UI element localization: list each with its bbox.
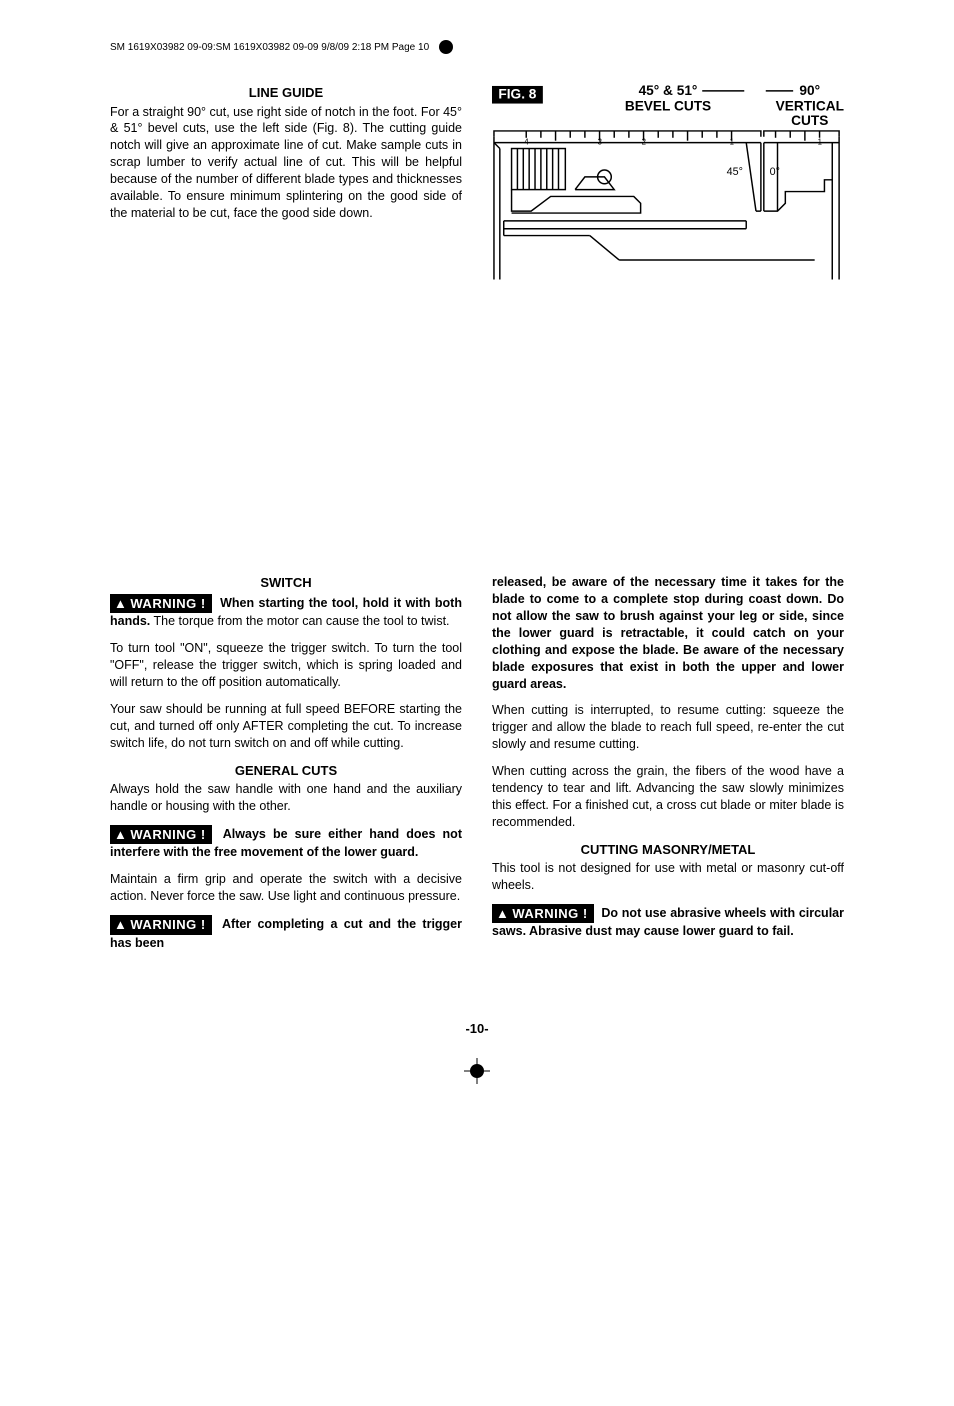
warning-badge-4: ▲WARNING ! — [492, 904, 594, 924]
tick3: 3 — [598, 138, 602, 147]
warning-badge: ▲WARNING ! — [110, 594, 212, 614]
right-p1: released, be aware of the necessary time… — [492, 574, 844, 692]
col-bottom-right: released, be aware of the necessary time… — [492, 574, 844, 961]
warning-label-2: WARNING — [130, 827, 196, 842]
vert-mid: VERTICAL — [776, 98, 844, 113]
line-guide-paragraph: For a straight 90° cut, use right side o… — [110, 104, 462, 222]
col-top-right: FIG. 8 45° & 51° BEVEL CUTS 90° VERTICAL… — [492, 84, 844, 294]
right-p2: When cutting is interrupted, to resume c… — [492, 702, 844, 753]
page-number: -10- — [110, 1021, 844, 1036]
warning-triangle-icon-2: ▲ — [114, 826, 127, 844]
masonry-heading: CUTTING MASONRY/METAL — [492, 841, 844, 859]
bevel-top: 45° & 51° — [639, 84, 698, 98]
header-meta: SM 1619X03982 09-09:SM 1619X03982 09-09 … — [110, 40, 844, 54]
warning-badge-2: ▲WARNING ! — [110, 825, 212, 845]
tick4: 4 — [524, 138, 529, 147]
general-heading: GENERAL CUTS — [110, 762, 462, 780]
warning-badge-3: ▲WARNING ! — [110, 915, 212, 935]
general-p7: ▲WARNING ! After completing a cut and th… — [110, 915, 462, 951]
switch-p3: Your saw should be running at full speed… — [110, 701, 462, 752]
crosshair-icon — [462, 1056, 492, 1086]
line-guide-heading: LINE GUIDE — [110, 84, 462, 102]
general-p4: Always hold the saw handle with one hand… — [110, 781, 462, 815]
warning-label: WARNING — [130, 596, 196, 611]
switch-p2: To turn tool "ON", squeeze the trigger s… — [110, 640, 462, 691]
right-p5: ▲WARNING ! Do not use abrasive wheels wi… — [492, 904, 844, 940]
fig-label: FIG. 8 — [498, 87, 536, 102]
warning-triangle-icon-4: ▲ — [496, 905, 509, 923]
warning-triangle-icon-3: ▲ — [114, 916, 127, 934]
switch-p1: ▲WARNING ! When starting the tool, hold … — [110, 594, 462, 630]
lbl0: 0° — [770, 166, 780, 178]
lbl45: 45° — [727, 166, 743, 178]
general-p6: Maintain a firm grip and operate the swi… — [110, 871, 462, 905]
header-dot-icon — [439, 40, 453, 54]
tick1b: 1 — [818, 138, 822, 147]
vert-top: 90° — [799, 84, 820, 98]
right-p3: When cutting across the grain, the fiber… — [492, 763, 844, 831]
warning-label-4: WARNING — [512, 906, 578, 921]
header-meta-text: SM 1619X03982 09-09:SM 1619X03982 09-09 … — [110, 42, 429, 53]
figure-8-diagram: FIG. 8 45° & 51° BEVEL CUTS 90° VERTICAL… — [492, 84, 844, 289]
warning-label-3: WARNING — [130, 917, 196, 932]
tick2: 2 — [642, 138, 646, 147]
col-top-left: LINE GUIDE For a straight 90° cut, use r… — [110, 84, 462, 294]
col-bottom-left: SWITCH ▲WARNING ! When starting the tool… — [110, 574, 462, 961]
switch-heading: SWITCH — [110, 574, 462, 592]
tick1: 1 — [730, 138, 734, 147]
right-p4: This tool is not designed for use with m… — [492, 860, 844, 894]
blade-guard-icon — [512, 149, 566, 190]
warning-triangle-icon: ▲ — [114, 595, 127, 613]
bevel-bottom: BEVEL CUTS — [625, 98, 711, 113]
bottom-columns: SWITCH ▲WARNING ! When starting the tool… — [110, 574, 844, 961]
top-columns: LINE GUIDE For a straight 90° cut, use r… — [110, 84, 844, 294]
vert-bot: CUTS — [791, 113, 828, 128]
footer-dot-container — [110, 1056, 844, 1091]
general-p5: ▲WARNING ! Always be sure either hand do… — [110, 825, 462, 861]
p1-rest: The torque from the motor can cause the … — [150, 614, 449, 628]
